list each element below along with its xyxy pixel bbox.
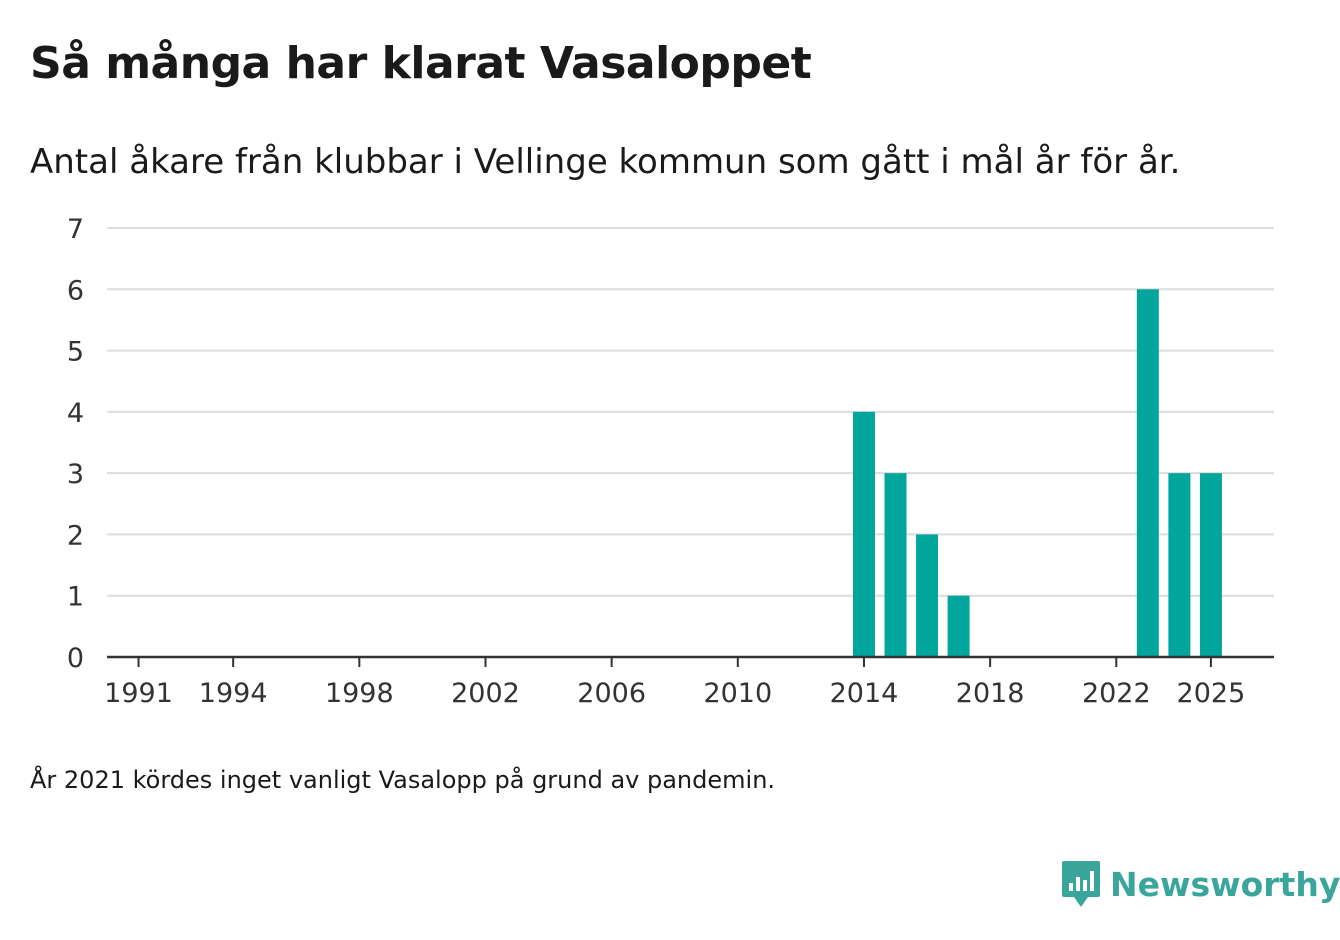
chart-title: Så många har klarat Vasaloppet [30, 38, 812, 89]
y-tick-label-6: 6 [67, 275, 84, 306]
x-tick-label-2022: 2022 [1082, 678, 1151, 709]
chart-subtitle: Antal åkare från klubbar i Vellinge komm… [30, 142, 1181, 182]
x-tick-label-2025: 2025 [1177, 678, 1246, 709]
brand-name: Newsworthy [1110, 864, 1340, 904]
bar-2017 [947, 595, 970, 657]
y-tick-label-3: 3 [67, 459, 84, 490]
bar-2023 [1136, 289, 1159, 657]
bar-2025 [1199, 473, 1222, 657]
y-tick-label-7: 7 [67, 214, 84, 245]
bar-2016 [916, 534, 939, 657]
y-tick-label-2: 2 [67, 520, 84, 551]
footnote: År 2021 kördes inget vanligt Vasalopp på… [30, 766, 776, 794]
y-tick-label-0: 0 [67, 643, 84, 674]
x-tick-label-2006: 2006 [577, 678, 646, 709]
bar-chart: 0 1 2 3 4 5 6 7 1991 1994 1998 2002 2006 2010 2014 2018… [67, 214, 1274, 709]
bar-2015 [884, 473, 907, 657]
y-tick-label-1: 1 [67, 582, 84, 613]
x-tick-label-2014: 2014 [830, 678, 899, 709]
x-tick-label-1998: 1998 [325, 678, 394, 709]
x-tick-label-2018: 2018 [956, 678, 1025, 709]
newsworthy-logo-icon [1062, 861, 1100, 907]
y-tick-label-4: 4 [67, 398, 84, 429]
x-tick-label-2002: 2002 [451, 678, 520, 709]
bar-2014 [852, 411, 875, 657]
bar-2024 [1168, 473, 1191, 657]
x-tick-label-2010: 2010 [703, 678, 772, 709]
x-tick-label-1994: 1994 [199, 678, 268, 709]
newsworthy-logo[interactable]: Newsworthy [1060, 858, 1340, 910]
x-tick-label-1991: 1991 [104, 678, 173, 709]
y-tick-label-5: 5 [67, 337, 84, 368]
